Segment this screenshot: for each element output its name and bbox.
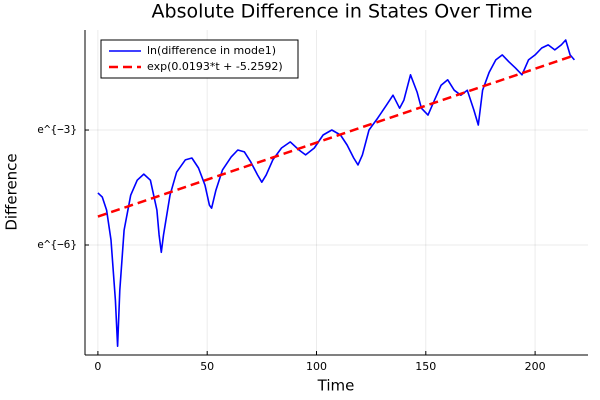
y-tick-label: e^{−6}: [37, 238, 77, 251]
x-axis-label: Time: [317, 377, 355, 395]
legend-label: exp(0.0193*t + -5.2592): [147, 60, 283, 73]
x-tick-label: 100: [306, 360, 327, 373]
y-axis-label: Difference: [3, 153, 21, 230]
data-line: [97, 54, 575, 218]
x-tick-label: 0: [94, 360, 101, 373]
y-tick-label: e^{−3}: [37, 123, 77, 136]
x-tick-label: 150: [415, 360, 436, 373]
data-line: [97, 39, 576, 347]
x-tick-label: 50: [200, 360, 214, 373]
legend-label: ln(difference in mode1): [147, 44, 276, 57]
x-tick-label: 200: [525, 360, 546, 373]
legend-box: [100, 39, 299, 79]
chart-title: Absolute Difference in States Over Time: [152, 1, 533, 23]
